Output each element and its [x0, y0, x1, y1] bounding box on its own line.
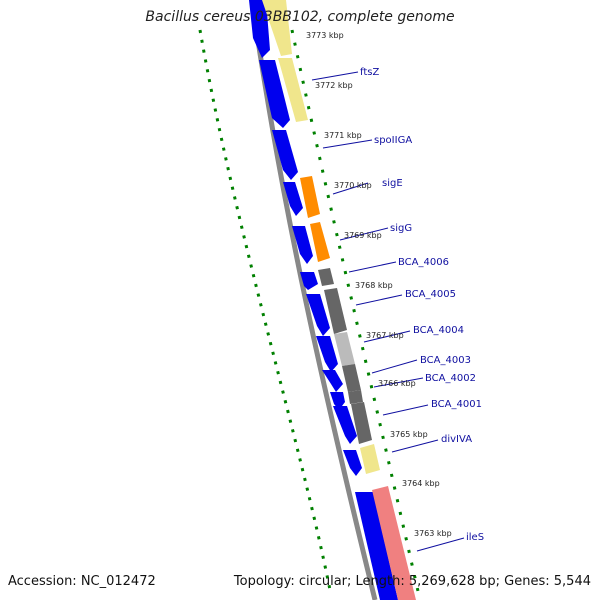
- topology-text: Topology: circular; Length: 5,269,628 bp…: [233, 574, 591, 589]
- gene-label-BCA_4002: BCA_4002: [425, 373, 476, 384]
- ruler-label: 3768 kbp: [355, 281, 393, 290]
- gene-block-darkgray: [324, 288, 347, 334]
- gene-label-spoIIGA: spoIIGA: [374, 135, 412, 146]
- cds-arrow: [292, 226, 313, 264]
- ruler-label: 3773 kbp: [306, 31, 344, 40]
- gene-block-orange: [300, 176, 320, 218]
- gene-label-BCA_4004: BCA_4004: [413, 325, 464, 336]
- cds-arrow: [322, 370, 343, 392]
- gene-block-yellow: [262, 0, 292, 56]
- ruler-label: 3772 kbp: [315, 81, 353, 90]
- gene-label-divIVA: divIVA: [441, 434, 472, 445]
- cds-arrow: [330, 392, 345, 410]
- gene-label-sigE: sigE: [382, 178, 403, 189]
- outer-ruler-ticks: [198, 29, 332, 591]
- gene-leader-lines: [311, 71, 465, 552]
- cds-arrow: [343, 450, 362, 476]
- gene-label-BCA_4006: BCA_4006: [398, 257, 449, 268]
- ruler-label: 3765 kbp: [390, 430, 428, 439]
- ruler-label: 3764 kbp: [402, 479, 440, 488]
- cds-arrow: [249, 0, 270, 58]
- gene-label-ftsZ: ftsZ: [360, 67, 379, 78]
- feature-track: [262, 0, 416, 600]
- ruler-label: 3767 kbp: [366, 331, 404, 340]
- map-title: Bacillus cereus 03BB102, complete genome: [145, 9, 455, 25]
- cds-arrow: [316, 336, 338, 372]
- gene-block-darkgray: [351, 402, 372, 444]
- gene-block-darkgray: [342, 364, 361, 392]
- cds-arrow: [355, 492, 398, 600]
- gene-label-BCA_4001: BCA_4001: [431, 399, 482, 410]
- cds-arrow: [283, 182, 303, 216]
- gene-label-sigG: sigG: [390, 223, 412, 234]
- gene-block-lightgray: [334, 332, 355, 366]
- ruler-label: 3771 kbp: [324, 131, 362, 140]
- ruler-label: 3763 kbp: [414, 529, 452, 538]
- accession-text: Accession: NC_012472: [8, 574, 156, 589]
- ruler-label: 3770 kbp: [334, 181, 372, 190]
- gene-block-darkgray: [318, 268, 334, 286]
- cds-arrow: [300, 272, 318, 290]
- ruler-labels: 3773 kbp 3772 kbp 3771 kbp 3770 kbp 3769…: [306, 31, 452, 538]
- gene-label-BCA_4005: BCA_4005: [405, 289, 456, 300]
- cds-arrow: [306, 294, 330, 336]
- gene-labels: ftsZ spoIIGA sigE sigG BCA_4006 BCA_4005…: [360, 67, 484, 543]
- gene-label-BCA_4003: BCA_4003: [420, 355, 471, 366]
- gene-block-darkgray: [348, 390, 363, 404]
- ruler-label: 3766 kbp: [378, 379, 416, 388]
- gene-block-yellow: [360, 444, 380, 474]
- cds-arrow: [272, 130, 298, 180]
- gene-label-ileS: ileS: [466, 532, 484, 543]
- cds-arrow: [333, 406, 357, 444]
- gene-block-salmon: [372, 486, 416, 600]
- cds-arrow: [259, 60, 290, 128]
- gene-block-yellow: [278, 58, 308, 122]
- ruler-label: 3769 kbp: [344, 231, 382, 240]
- gene-block-orange: [310, 222, 330, 262]
- cds-track: [249, 0, 398, 600]
